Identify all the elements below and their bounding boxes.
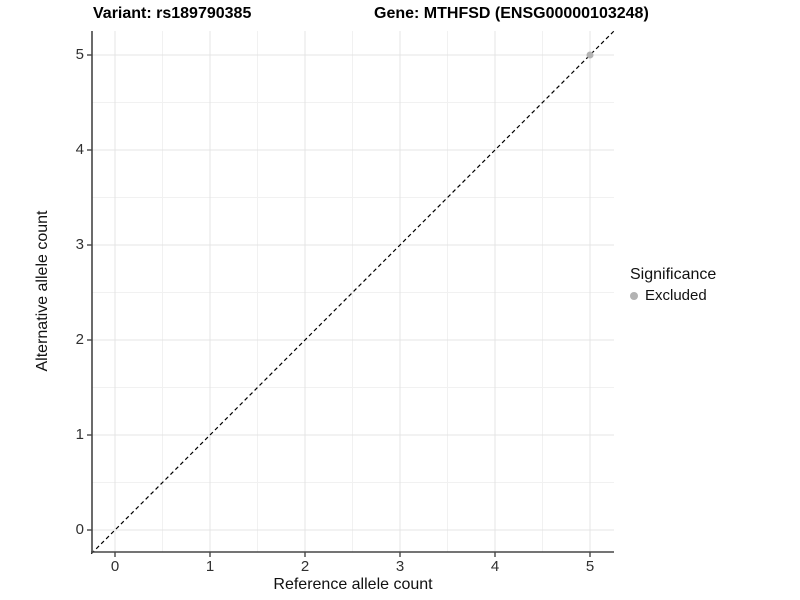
legend-items: Excluded — [630, 287, 716, 304]
x-tick-label: 3 — [395, 558, 405, 575]
plot-title-gene: Gene: MTHFSD (ENSG00000103248) — [374, 5, 649, 22]
x-tick-label: 5 — [585, 558, 595, 575]
legend-point-icon — [630, 291, 638, 300]
y-tick-label: 0 — [75, 521, 84, 538]
y-tick-label: 4 — [75, 141, 84, 158]
y-axis-title: Alternative allele count — [34, 210, 51, 372]
legend-item: Excluded — [630, 287, 716, 304]
y-tick-label: 2 — [75, 331, 84, 348]
plot-title-variant: Variant: rs189790385 — [93, 5, 252, 22]
x-axis-title: Reference allele count — [273, 576, 433, 593]
legend-title: Significance — [630, 266, 717, 283]
y-tick-label: 1 — [75, 426, 84, 443]
legend-item-label: Excluded — [645, 287, 707, 304]
legend: Significance Excluded — [630, 266, 716, 304]
x-tick-label: 2 — [300, 558, 310, 575]
x-tick-label: 0 — [110, 558, 120, 575]
y-tick-label: 3 — [75, 236, 84, 253]
x-tick-label: 4 — [490, 558, 500, 575]
x-tick-label: 1 — [205, 558, 215, 575]
data-point-excluded — [586, 51, 594, 59]
y-tick-label: 5 — [75, 46, 84, 63]
